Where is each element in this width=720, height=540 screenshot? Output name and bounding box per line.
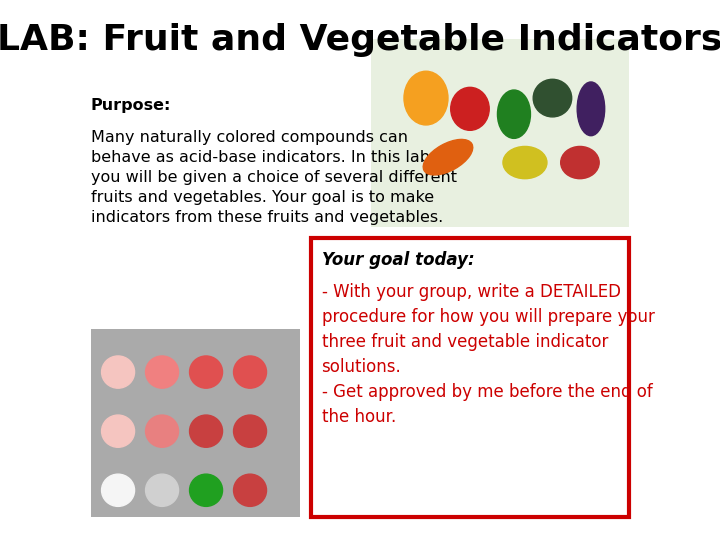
- Circle shape: [145, 474, 179, 507]
- Circle shape: [233, 356, 266, 388]
- Text: Purpose:: Purpose:: [91, 98, 171, 113]
- FancyBboxPatch shape: [91, 329, 300, 517]
- Circle shape: [189, 415, 222, 447]
- Text: LAB: Fruit and Vegetable Indicators: LAB: Fruit and Vegetable Indicators: [0, 23, 720, 57]
- Circle shape: [145, 356, 179, 388]
- FancyBboxPatch shape: [310, 238, 629, 517]
- Circle shape: [233, 474, 266, 507]
- Ellipse shape: [451, 87, 489, 130]
- Ellipse shape: [404, 71, 448, 125]
- Circle shape: [102, 474, 135, 507]
- Circle shape: [102, 415, 135, 447]
- Ellipse shape: [534, 79, 572, 117]
- Ellipse shape: [423, 139, 473, 175]
- Circle shape: [189, 356, 222, 388]
- Ellipse shape: [577, 82, 605, 136]
- Circle shape: [102, 356, 135, 388]
- Circle shape: [233, 415, 266, 447]
- FancyBboxPatch shape: [371, 39, 629, 227]
- Circle shape: [145, 415, 179, 447]
- Text: Many naturally colored compounds can
behave as acid-base indicators. In this lab: Many naturally colored compounds can beh…: [91, 130, 456, 225]
- Ellipse shape: [561, 146, 599, 179]
- Text: - With your group, write a DETAILED
procedure for how you will prepare your
thre: - With your group, write a DETAILED proc…: [322, 284, 654, 427]
- Text: Your goal today:: Your goal today:: [322, 251, 474, 269]
- Circle shape: [189, 474, 222, 507]
- Ellipse shape: [498, 90, 531, 138]
- Ellipse shape: [503, 146, 547, 179]
